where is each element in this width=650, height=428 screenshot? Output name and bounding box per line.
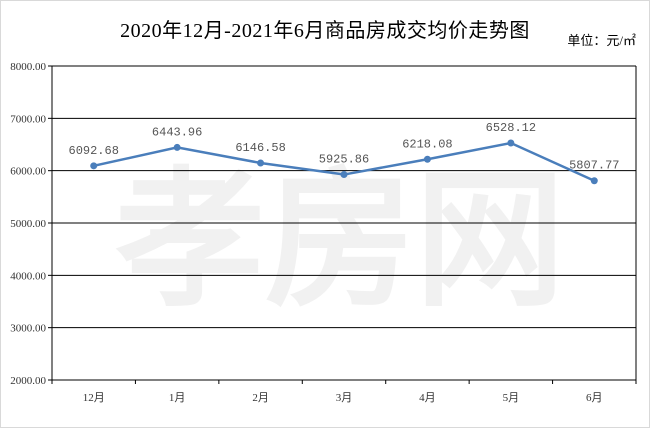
y-tick-label: 6000.00 xyxy=(10,166,46,178)
data-point xyxy=(257,159,265,167)
data-label: 5807.77 xyxy=(569,159,619,173)
x-tick-label: 6月 xyxy=(586,392,603,404)
data-label: 5925.86 xyxy=(319,153,369,167)
data-point xyxy=(340,171,348,179)
y-tick-label: 7000.00 xyxy=(10,113,46,125)
data-label: 6092.68 xyxy=(69,144,119,158)
data-label: 6218.08 xyxy=(402,137,452,151)
x-tick-label: 3月 xyxy=(336,392,353,404)
data-point xyxy=(423,155,431,163)
data-point xyxy=(90,162,98,170)
x-tick-label: 5月 xyxy=(503,392,520,404)
y-tick-label: 4000.00 xyxy=(10,270,46,282)
y-tick-label: 5000.00 xyxy=(10,218,46,230)
data-point xyxy=(590,177,598,185)
x-tick-label: 12月 xyxy=(83,392,105,404)
y-tick-label: 8000.00 xyxy=(10,61,46,73)
x-tick-label: 1月 xyxy=(169,392,186,404)
y-tick-label: 3000.00 xyxy=(10,323,46,335)
data-point xyxy=(173,143,181,151)
data-label: 6146.58 xyxy=(235,141,285,155)
chart-title: 2020年12月-2021年6月商品房成交均价走势图 xyxy=(120,20,530,42)
watermark: 孝房网 xyxy=(115,154,565,328)
data-point xyxy=(507,139,515,147)
data-label: 6443.96 xyxy=(152,125,202,139)
data-label: 6528.12 xyxy=(486,121,536,135)
x-tick-label: 4月 xyxy=(419,392,436,404)
x-tick-label: 2月 xyxy=(252,392,269,404)
y-tick-label: 2000.00 xyxy=(10,375,46,387)
unit-label: 单位：元/㎡ xyxy=(567,33,636,48)
